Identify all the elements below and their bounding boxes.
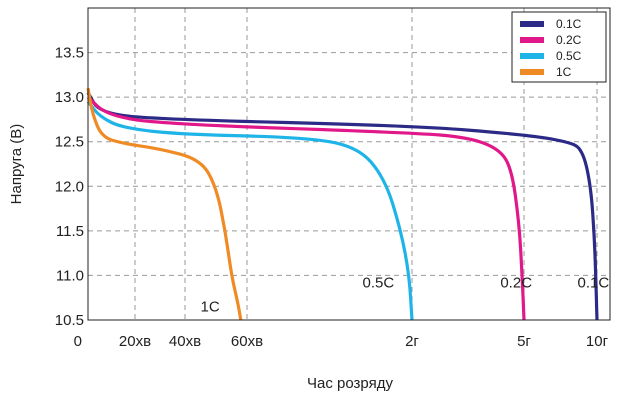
x-tick-labels: 0 20хв 40хв 60хв 2г 5г 10г: [74, 333, 609, 350]
x-tick-label: 20хв: [119, 333, 151, 350]
curve-annotations: 1C 0.5C 0.2C 0.1C: [201, 275, 610, 316]
legend-label: 0.5C: [556, 49, 582, 63]
legend-swatch: [520, 53, 544, 59]
y-tick-label: 13.0: [55, 89, 84, 106]
x-tick-label: 10г: [586, 333, 609, 350]
x-tick-label: 0: [74, 333, 82, 350]
y-tick-labels: 10.5 11.0 11.5 12.0 12.5 13.0 13.5: [55, 45, 84, 329]
y-tick-label: 12.5: [55, 134, 84, 151]
legend-label: 0.1C: [556, 17, 582, 31]
y-tick-label: 10.5: [55, 312, 84, 329]
x-tick-label: 40хв: [169, 333, 201, 350]
y-tick-label: 12.0: [55, 178, 84, 195]
curve-annotation: 0.1C: [578, 275, 610, 292]
legend-swatch: [520, 37, 544, 43]
x-tick-label: 60хв: [231, 333, 263, 350]
curve-annotation: 0.2C: [500, 275, 532, 292]
x-tick-label: 5г: [517, 333, 531, 350]
y-tick-label: 13.5: [55, 45, 84, 62]
legend-label: 1C: [556, 65, 572, 79]
legend-swatch: [520, 21, 544, 27]
x-axis-title: Час розряду: [307, 375, 393, 392]
legend-label: 0.2C: [556, 33, 582, 47]
legend: 0.1C 0.2C 0.5C 1C: [512, 12, 606, 82]
y-axis-title: Напруга (В): [8, 124, 25, 205]
legend-swatch: [520, 69, 544, 75]
curve-annotation: 1C: [201, 299, 220, 316]
y-tick-label: 11.0: [56, 267, 84, 284]
curve-annotation: 0.5C: [363, 275, 395, 292]
x-tick-label: 2г: [405, 333, 419, 350]
y-tick-label: 11.5: [56, 223, 84, 240]
